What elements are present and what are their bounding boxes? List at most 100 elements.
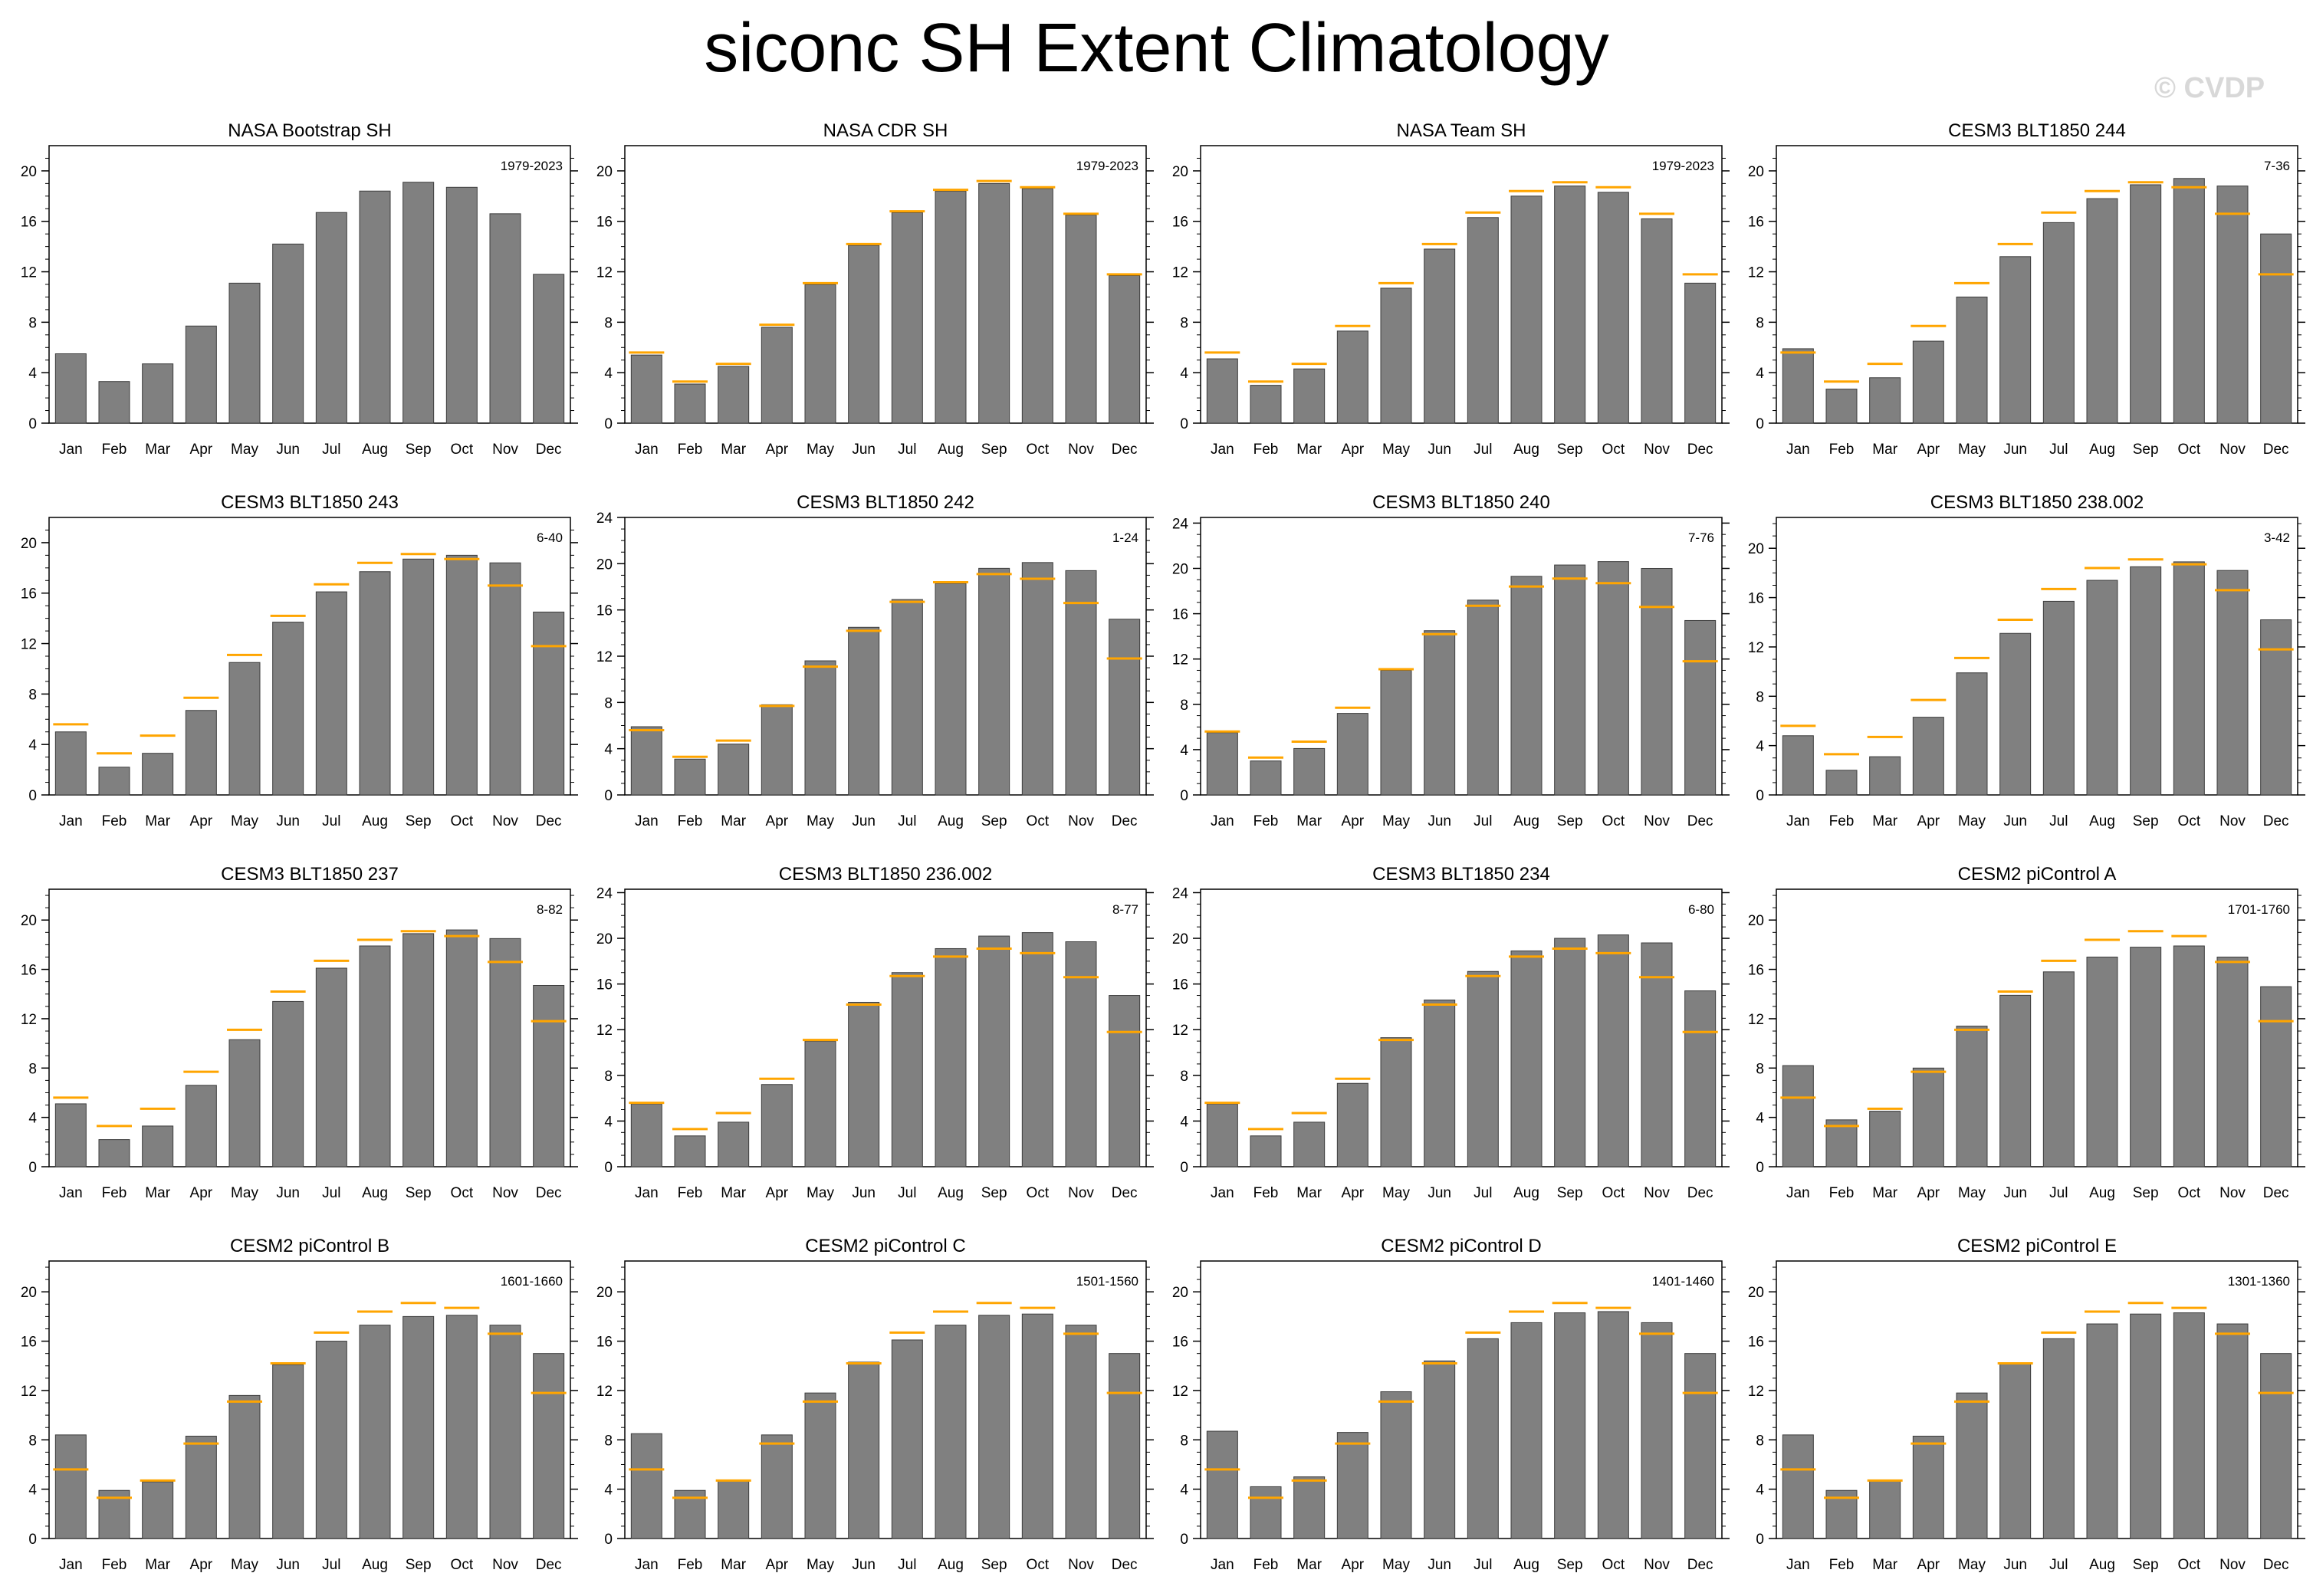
- bar-dec: [1109, 1353, 1141, 1539]
- bar-may: [228, 1394, 261, 1539]
- bar-sep: [1554, 1312, 1586, 1539]
- x-tick-label: May: [807, 442, 834, 458]
- bar-apr: [761, 327, 793, 424]
- bar-feb: [1825, 389, 1858, 424]
- panel-title: NASA CDR SH: [823, 120, 948, 141]
- y-tick-label: 0: [604, 1160, 613, 1176]
- y-tick-label: 0: [1756, 1532, 1764, 1548]
- x-tick-label: Apr: [766, 1185, 789, 1201]
- x-tick-label: Feb: [102, 1185, 127, 1201]
- bar-mar: [1869, 1111, 1901, 1167]
- bar-apr: [1912, 1067, 1944, 1167]
- x-tick-label: Jan: [1786, 442, 1810, 458]
- x-tick-label: Feb: [1253, 1185, 1279, 1201]
- bar-jan: [54, 1103, 87, 1167]
- y-tick-label: 16: [596, 1335, 613, 1351]
- bar-nov: [1641, 218, 1673, 424]
- bar-jul: [1467, 1338, 1499, 1539]
- x-tick-label: Jun: [2003, 1557, 2027, 1573]
- bar-sep: [978, 182, 1010, 424]
- x-tick-label: Oct: [2178, 442, 2201, 458]
- x-tick-label: Feb: [678, 813, 703, 829]
- bar-mar: [1293, 1121, 1326, 1167]
- figure-title: siconc SH Extent Climatology: [704, 10, 1609, 87]
- y-tick-label: 8: [1180, 1069, 1188, 1085]
- x-tick-label: Mar: [1872, 1557, 1897, 1573]
- y-tick-label: 16: [1172, 1335, 1188, 1351]
- bar-jan: [1782, 735, 1814, 796]
- bar-apr: [185, 710, 217, 796]
- bar-jan: [1206, 732, 1238, 796]
- bar-aug: [935, 190, 967, 424]
- bar-sep: [2130, 184, 2162, 424]
- x-tick-label: Apr: [1342, 1557, 1365, 1573]
- x-tick-label: May: [231, 1185, 258, 1201]
- x-tick-label: Oct: [1027, 1557, 1050, 1573]
- period-label: 6-80: [1688, 902, 1714, 917]
- x-tick-label: Jan: [1211, 1185, 1234, 1201]
- x-tick-label: Jun: [1428, 1185, 1451, 1201]
- panel-title: CESM2 piControl C: [805, 1236, 965, 1256]
- bar-mar: [718, 1121, 750, 1167]
- bar-oct: [1597, 934, 1629, 1167]
- plot-frame: [1200, 888, 1723, 1167]
- y-tick-label: 4: [1180, 366, 1188, 382]
- x-tick-label: Jun: [2003, 813, 2027, 829]
- y-tick-label: 4: [1756, 739, 1764, 755]
- bar-jul: [891, 972, 923, 1167]
- bar-feb: [674, 1135, 706, 1167]
- x-tick-label: Aug: [362, 442, 388, 458]
- x-tick-label: Nov: [1068, 813, 1094, 829]
- x-tick-label: Feb: [1829, 1557, 1855, 1573]
- x-tick-label: Mar: [721, 813, 746, 829]
- x-tick-label: Oct: [2178, 1557, 2201, 1573]
- x-tick-label: Oct: [451, 813, 474, 829]
- bar-mar: [1869, 756, 1901, 796]
- bar-feb: [1250, 385, 1282, 424]
- x-tick-label: Jul: [1474, 813, 1492, 829]
- y-tick-label: 12: [596, 1023, 613, 1039]
- x-tick-label: Feb: [102, 442, 127, 458]
- period-label: 7-76: [1688, 530, 1714, 545]
- x-tick-label: Apr: [766, 1557, 789, 1573]
- x-tick-label: Jan: [1786, 1557, 1810, 1573]
- bar-aug: [2086, 956, 2118, 1167]
- period-label: 1601-1660: [501, 1274, 563, 1289]
- bar-apr: [1912, 340, 1944, 424]
- x-tick-label: May: [807, 813, 834, 829]
- x-tick-label: Aug: [938, 1557, 964, 1573]
- y-tick-label: 4: [28, 737, 37, 754]
- bar-jul: [2042, 222, 2075, 424]
- x-tick-label: Nov: [492, 813, 518, 829]
- x-tick-label: Apr: [190, 813, 213, 829]
- y-tick-label: 0: [1756, 788, 1764, 804]
- panel-11: 0 4 8 12 16 20 24 Jan Feb Mar Apr May Jun Jul Aug Sep Oc…: [1172, 864, 1730, 1201]
- x-tick-label: May: [1382, 1185, 1410, 1201]
- y-tick-label: 0: [1180, 416, 1188, 432]
- x-tick-label: Dec: [1112, 1557, 1138, 1573]
- bar-feb: [674, 383, 706, 424]
- bar-jan: [1782, 1065, 1814, 1167]
- y-tick-label: 16: [21, 215, 37, 231]
- period-label: 8-77: [1112, 902, 1138, 917]
- x-tick-label: Mar: [145, 813, 170, 829]
- x-tick-label: Jan: [635, 1557, 659, 1573]
- bar-dec: [2260, 233, 2292, 424]
- panel-2: 0 4 8 12 16 20 Jan Feb Mar Apr May Jun Jul Aug Sep Oct N…: [596, 120, 1154, 458]
- bar-jul: [2042, 600, 2075, 796]
- x-tick-label: Jul: [322, 442, 340, 458]
- x-tick-label: Nov: [2219, 1557, 2246, 1573]
- y-tick-label: 12: [1748, 265, 1764, 281]
- y-tick-label: 12: [1172, 265, 1188, 281]
- bar-jun: [1999, 994, 2032, 1167]
- y-tick-label: 12: [1172, 652, 1188, 668]
- y-tick-label: 0: [1756, 1160, 1764, 1176]
- x-tick-label: Aug: [938, 813, 964, 829]
- x-tick-label: Feb: [678, 1557, 703, 1573]
- bar-aug: [2086, 198, 2118, 424]
- x-tick-label: Jan: [59, 442, 83, 458]
- y-tick-label: 12: [21, 637, 37, 653]
- x-tick-label: Sep: [1557, 1185, 1583, 1201]
- y-tick-label: 20: [1172, 164, 1188, 180]
- x-tick-label: Feb: [1253, 442, 1279, 458]
